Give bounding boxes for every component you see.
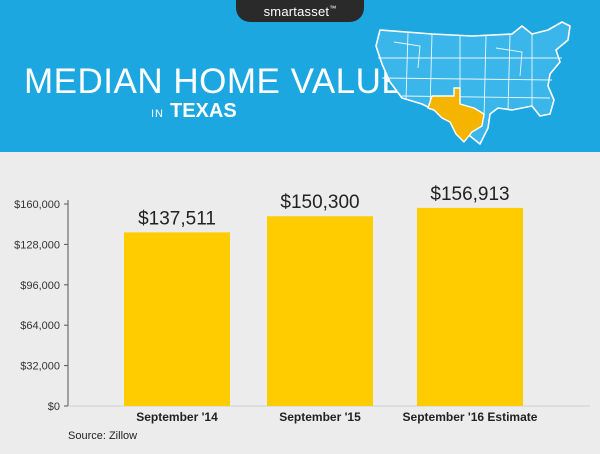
data-label: $137,511 — [138, 208, 216, 229]
bar — [267, 216, 373, 406]
x-category-label: September '16 Estimate — [403, 410, 538, 424]
us-map-icon — [375, 21, 571, 145]
y-tick-label: $160,000 — [14, 199, 60, 211]
y-tick-label: $96,000 — [20, 280, 60, 292]
data-label: $150,300 — [280, 192, 359, 213]
page-subtitle: IN TEXAS — [151, 100, 237, 123]
brand-logo: smartasset™ — [236, 0, 364, 22]
page-title: MEDIAN HOME VALUE — [24, 62, 406, 101]
chart-area: $0 $32,000 $64,000 $96,000 $128,000 $160,000 $… — [0, 152, 600, 454]
us-map-state-lines — [378, 31, 562, 122]
bar-chart: $0 $32,000 $64,000 $96,000 $128,000 $160,000 $… — [14, 184, 590, 424]
header-banner: smartasset™ MEDIAN HOME VALUE IN TEXAS — [0, 0, 600, 152]
data-label: $156,913 — [430, 184, 509, 205]
y-tick-label: $64,000 — [20, 320, 60, 332]
subtitle-state: TEXAS — [170, 100, 237, 122]
y-tick-label: $0 — [48, 401, 60, 413]
x-category-label: September '15 — [279, 410, 361, 424]
bar — [124, 232, 230, 406]
x-category-label: September '14 — [136, 410, 218, 424]
y-tick-label: $32,000 — [20, 361, 60, 373]
y-tick-label: $128,000 — [14, 239, 60, 251]
us-map-outline — [375, 21, 571, 145]
source-note: Source: Zillow — [68, 430, 138, 442]
bar — [417, 207, 523, 406]
brand-name: smartasset™ — [263, 3, 337, 19]
texas-state-highlight — [427, 87, 485, 143]
subtitle-prefix: IN — [151, 108, 164, 120]
